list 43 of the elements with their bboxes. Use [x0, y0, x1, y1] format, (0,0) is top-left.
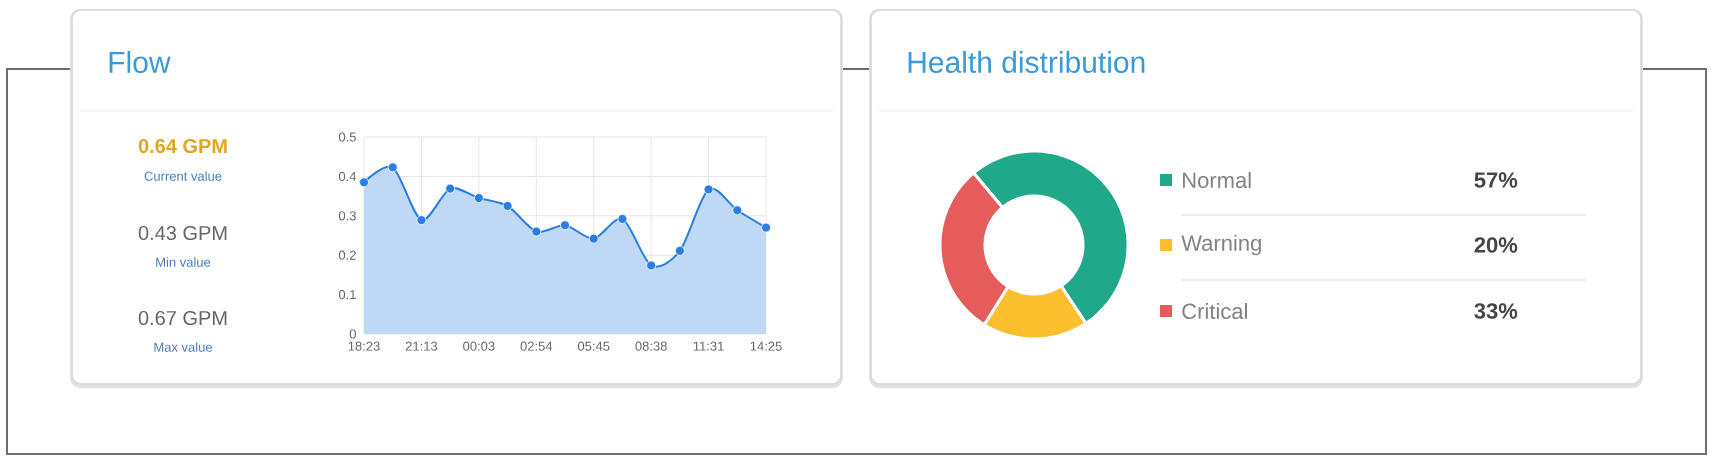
x-tick-label: 00:03 [463, 341, 495, 351]
legend-label: Critical [1182, 302, 1247, 320]
x-tick-label: 11:31 [693, 341, 724, 351]
point [359, 177, 369, 188]
point [761, 222, 771, 233]
legend-label: Normal [1183, 171, 1251, 189]
x-tick-label: 08:38 [635, 341, 667, 351]
text: 0.64 GPM [138, 138, 227, 154]
chart-title: Health distribution [908, 50, 1145, 74]
point [560, 220, 570, 231]
data-label: 57% [1474, 172, 1518, 188]
point [473, 193, 484, 203]
x-tick-label: 05:45 [577, 341, 610, 351]
chart-title: Flow [109, 50, 171, 74]
point [674, 245, 685, 256]
point [617, 214, 628, 224]
text: Current value [144, 171, 222, 181]
point [416, 215, 427, 226]
x-tick-label: 18:23 [348, 341, 380, 351]
point [387, 162, 398, 173]
text: Min value [156, 257, 211, 267]
y-tick-label: 0.1 [338, 289, 356, 300]
text: 0.43 GPM [138, 225, 227, 241]
point [531, 226, 542, 237]
text: Max value [154, 342, 213, 352]
point [646, 260, 657, 271]
y-tick-label: 0.3 [338, 211, 356, 221]
text: 0.67 GPM [138, 310, 227, 326]
point [732, 205, 743, 216]
data-label: 20% [1474, 237, 1518, 253]
point [502, 201, 513, 211]
point [703, 184, 714, 195]
legend-label: Warning [1181, 234, 1261, 256]
y-tick-label: 0 [349, 329, 356, 339]
y-tick-label: 0.5 [338, 132, 356, 142]
x-tick-label: 21:13 [405, 341, 438, 351]
point [445, 183, 456, 194]
point [588, 233, 599, 244]
y-tick-label: 0.2 [338, 250, 356, 260]
x-tick-label: 14:25 [750, 341, 782, 351]
y-tick-label: 0.4 [338, 171, 357, 181]
data-label: 33% [1474, 303, 1518, 319]
x-tick-label: 02:54 [520, 341, 553, 351]
